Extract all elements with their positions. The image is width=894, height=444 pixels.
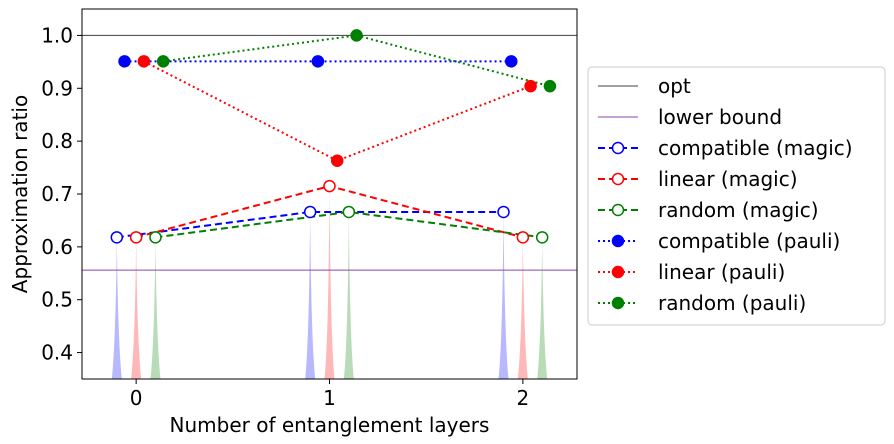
series-1-point-2 [516,231,530,244]
distribution-4 [324,186,335,379]
distribution-fills [111,186,548,379]
y-tick-label: 0.6 [41,235,73,259]
distribution-8 [537,237,548,379]
legend-label-4: random (magic) [658,198,819,222]
distribution-0 [111,237,122,379]
series-1-point-0 [129,231,143,244]
x-tick-label: 0 [130,386,143,410]
series-2-point-2 [535,231,549,244]
series-0-point-1 [303,205,317,219]
series-1-point-1 [323,179,336,193]
plot-area: 0 1 2 0.4 0.5 0.6 0.7 0.8 0.9 1.0 [41,8,578,410]
legend-swatch-marker-2 [611,141,625,155]
series-3-point-0 [118,55,131,68]
legend-label-3: linear (magic) [658,167,798,191]
series-0-point-0 [110,231,124,244]
series-line-0 [116,210,504,239]
series-0-point-2 [497,205,510,219]
series-4-point-1 [330,154,344,167]
legend-swatch-marker-5 [611,234,625,248]
legend-label-7: random (pauli) [658,291,806,315]
series-line-4 [143,60,531,162]
legend-swatch-marker-4 [611,203,625,217]
distribution-5 [343,211,354,379]
x-axis-label: Number of entanglement layers [170,413,490,437]
series-4-point-0 [137,55,151,68]
series-3-point-2 [505,55,518,68]
legend-swatch-marker-3 [611,172,625,186]
y-tick-label: 0.9 [41,76,73,100]
distribution-1 [131,237,142,379]
y-tick-label: 0.8 [41,129,73,153]
legend-label-0: opt [658,74,691,98]
legend-label-5: compatible (pauli) [658,229,840,253]
reference-lines [82,34,577,271]
y-axis-label: Approximation ratio [8,95,32,293]
legend-label-1: lower bound [658,105,782,129]
y-tick-label: 0.7 [41,182,73,206]
y-tick-label: 0.4 [41,341,73,365]
x-axis-ticks: 0 1 2 [130,379,529,410]
legend-label-2: compatible (magic) [658,136,853,160]
series-2-point-0 [149,231,162,244]
series-5-point-0 [156,55,170,68]
series-5-point-2 [543,79,557,93]
distribution-7 [517,237,528,379]
series-2-point-1 [342,205,356,219]
x-tick-label: 1 [323,386,336,410]
legend-label-6: linear (pauli) [658,260,785,284]
series-5-point-1 [350,29,363,42]
y-axis-ticks: 0.4 0.5 0.6 0.7 0.8 0.9 1.0 [41,23,82,365]
distribution-6 [498,211,509,379]
series-markers [110,29,557,244]
x-tick-label: 2 [516,386,529,410]
y-tick-label: 0.5 [41,288,73,312]
distribution-3 [305,211,316,379]
distribution-2 [150,237,161,379]
y-tick-label: 1.0 [41,23,73,47]
series-3-point-1 [311,55,325,68]
series-line-2 [155,210,543,239]
legend-box [587,66,886,326]
series-4-point-2 [524,79,537,93]
legend-swatch-marker-6 [611,265,625,279]
series-lines [116,34,551,239]
legend: opt lower bound compatible (magic) linear (… [587,66,886,326]
legend-swatch-marker-7 [611,296,625,310]
